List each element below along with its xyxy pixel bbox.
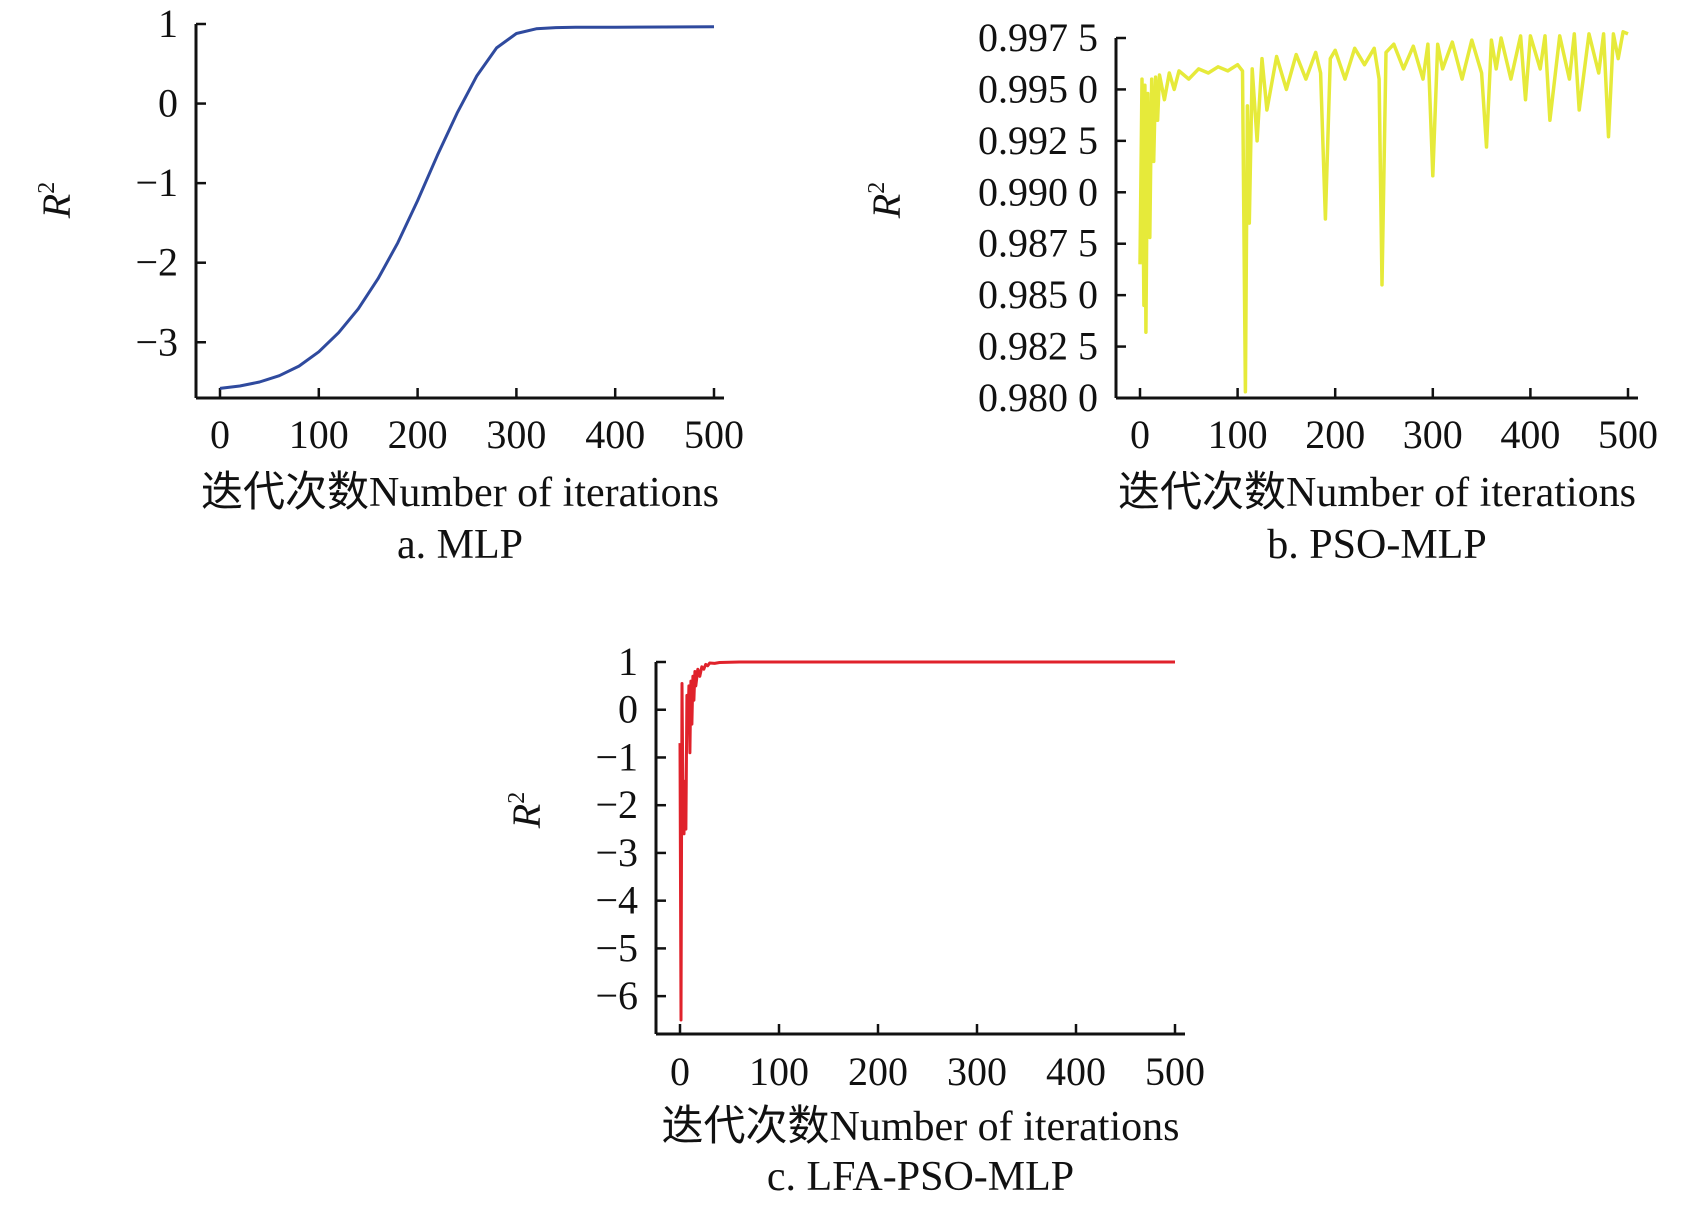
series-line (1138, 30, 1629, 394)
x-tick-label: 300 (486, 412, 546, 457)
x-tick-label: 0 (210, 412, 230, 457)
x-tick-label: 100 (1208, 412, 1268, 457)
y-tick-label: 0.985 0 (978, 272, 1098, 317)
y-axis-title: R2 (504, 792, 549, 829)
x-tick-label: 500 (684, 412, 744, 457)
x-tick-label: 400 (585, 412, 645, 457)
y-axis-title: R2 (34, 182, 79, 219)
y-tick-label: 0.990 0 (978, 169, 1098, 214)
y-tick-label: 0.992 5 (978, 118, 1098, 163)
y-tick-label: 0.987 5 (978, 221, 1098, 266)
series-line (219, 25, 715, 390)
y-tick-label: −3 (135, 319, 178, 364)
x-tick-label: 300 (1403, 412, 1463, 457)
y-axis-title-text: R (504, 804, 549, 829)
panel-caption: a. MLP (397, 522, 523, 568)
y-tick-label: 1 (618, 639, 638, 684)
x-tick-label: 0 (670, 1049, 690, 1094)
x-tick-label: 0 (1130, 412, 1150, 457)
y-tick-label: 1 (158, 1, 178, 46)
y-axis-title-sup: 2 (34, 182, 60, 194)
x-tick-label: 200 (388, 412, 448, 457)
y-tick-label: −2 (595, 782, 638, 827)
x-tick-label: 400 (1046, 1049, 1106, 1094)
x-tick-label: 200 (848, 1049, 908, 1094)
x-axis-title: 迭代次数Number of iterations (201, 470, 719, 516)
y-tick-label: −4 (595, 878, 638, 923)
panel-c: 0 100 200 300 400 50010−1−2−3−4−5−6R2迭代次数Numb… (504, 639, 1205, 1200)
y-tick-label: −5 (595, 925, 638, 970)
panel-a: 0 100 200 300 400 500 1 0 −1 −2 −3 R2 迭代次数Number of … (34, 1, 744, 568)
y-axis-title-sup: 2 (864, 182, 890, 194)
x-tick-label: 400 (1500, 412, 1560, 457)
y-tick-label: 0.997 5 (978, 15, 1098, 60)
panel-b: 0 100 200 300 400 500 0.997 5 0.995 0 0.992 5 0.9… (864, 15, 1658, 568)
y-tick-label: −1 (135, 160, 178, 205)
y-tick-label: −1 (595, 734, 638, 779)
y-tick-label: 0 (158, 81, 178, 126)
y-tick-label: −6 (595, 973, 638, 1018)
x-axis-title: 迭代次数Number of iterations (662, 1104, 1180, 1150)
x-tick-label: 100 (749, 1049, 809, 1094)
y-tick-label: −3 (595, 830, 638, 875)
y-tick-label: −2 (135, 240, 178, 285)
y-axis-title-sup: 2 (504, 792, 530, 804)
y-axis-title-text: R (864, 194, 909, 219)
x-tick-label: 300 (947, 1049, 1007, 1094)
x-tick-label: 500 (1145, 1049, 1205, 1094)
y-axis-title: R2 (864, 182, 909, 219)
y-tick-label: 0 (618, 687, 638, 732)
panel-caption: b. PSO-MLP (1267, 522, 1486, 568)
series-line (678, 660, 1175, 1022)
x-tick-label: 200 (1305, 412, 1365, 457)
panel-caption: c. LFA-PSO-MLP (767, 1154, 1074, 1200)
x-tick-label: 100 (289, 412, 349, 457)
y-tick-label: 0.980 0 (978, 375, 1098, 420)
y-tick-label: 0.982 5 (978, 324, 1098, 369)
y-tick-label: 0.995 0 (978, 66, 1098, 111)
x-tick-label: 500 (1598, 412, 1658, 457)
x-axis-title: 迭代次数Number of iterations (1118, 470, 1636, 516)
y-axis-title-text: R (34, 194, 79, 219)
